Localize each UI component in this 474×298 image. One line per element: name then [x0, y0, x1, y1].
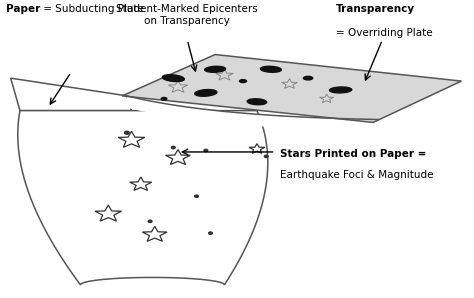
- Polygon shape: [319, 94, 334, 103]
- Polygon shape: [168, 80, 188, 92]
- Polygon shape: [95, 205, 121, 221]
- Text: = Subducting Plate: = Subducting Plate: [40, 4, 144, 14]
- Circle shape: [172, 146, 175, 149]
- Polygon shape: [165, 150, 191, 164]
- Text: Transparency: Transparency: [336, 4, 415, 14]
- Ellipse shape: [247, 99, 267, 105]
- Text: Student-Marked Epicenters
on Transparency: Student-Marked Epicenters on Transparenc…: [117, 4, 258, 26]
- Circle shape: [125, 131, 129, 134]
- Ellipse shape: [239, 80, 246, 83]
- Ellipse shape: [205, 66, 226, 72]
- Circle shape: [195, 195, 199, 197]
- Text: = Overriding Plate: = Overriding Plate: [336, 28, 433, 38]
- Polygon shape: [11, 78, 131, 111]
- Text: Earthquake Foci & Magnitude: Earthquake Foci & Magnitude: [280, 170, 434, 180]
- Circle shape: [148, 220, 152, 223]
- Ellipse shape: [303, 76, 313, 80]
- Polygon shape: [118, 131, 145, 147]
- Polygon shape: [130, 177, 152, 190]
- Ellipse shape: [329, 87, 352, 93]
- Ellipse shape: [162, 75, 184, 82]
- Ellipse shape: [261, 66, 281, 72]
- Polygon shape: [18, 111, 268, 285]
- Polygon shape: [142, 226, 167, 241]
- Ellipse shape: [161, 97, 167, 100]
- Polygon shape: [249, 144, 265, 153]
- Circle shape: [209, 232, 212, 234]
- Polygon shape: [122, 55, 461, 122]
- Polygon shape: [216, 69, 233, 80]
- Text: Paper: Paper: [6, 4, 40, 14]
- Circle shape: [204, 149, 208, 152]
- Ellipse shape: [195, 89, 217, 96]
- Polygon shape: [282, 79, 297, 88]
- Text: Stars Printed on Paper =: Stars Printed on Paper =: [280, 149, 427, 159]
- Polygon shape: [127, 96, 378, 131]
- Circle shape: [264, 155, 268, 158]
